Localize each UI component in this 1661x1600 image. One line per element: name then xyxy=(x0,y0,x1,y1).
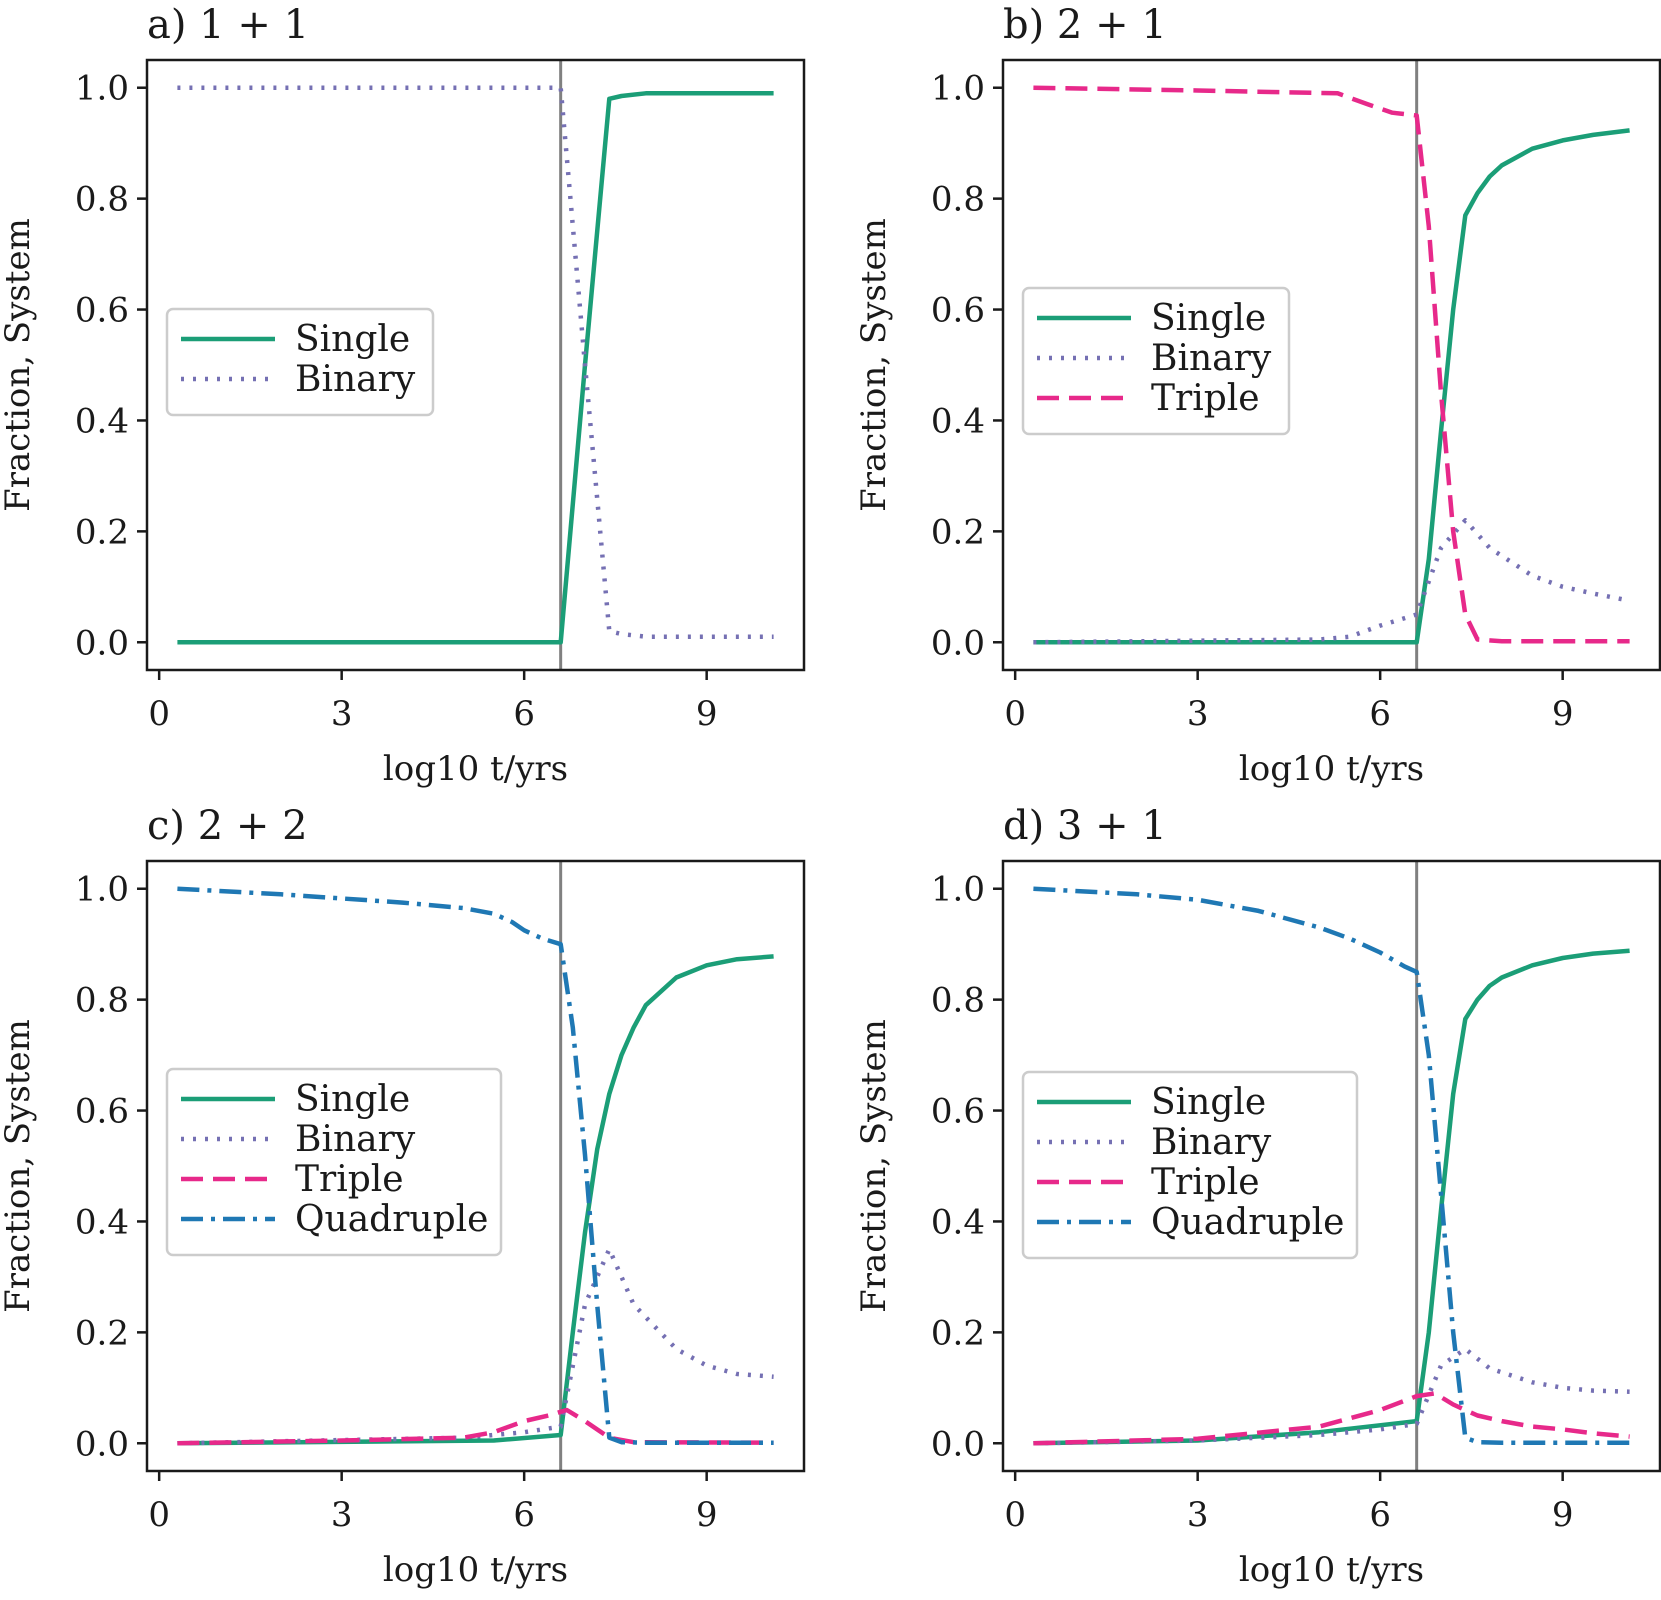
series-line-quadruple xyxy=(177,886,774,1445)
x-tick-label: 0 xyxy=(148,1495,170,1535)
x-tick-label: 3 xyxy=(331,1495,353,1535)
panel-1: 0 3 6 9 0.0 0.2 0.4 0.6 0.8 1.0 log10 t/yrs Fractio… xyxy=(0,2,806,789)
x-tick-label: 0 xyxy=(1004,1495,1026,1535)
legend-label-single: Single xyxy=(1151,298,1266,339)
x-tick-label: 0 xyxy=(1004,694,1026,734)
panel-4: 0 3 6 9 0.0 0.2 0.4 0.6 0.8 1.0 log10 t/yrs Fractio… xyxy=(854,803,1661,1590)
series-line-binary xyxy=(177,1246,774,1446)
legend-frame xyxy=(165,307,435,417)
legend-label-triple: Triple xyxy=(295,1159,404,1200)
series-line-single xyxy=(177,954,774,1446)
y-axis-label: Fraction, System xyxy=(854,1019,894,1313)
y-axis-label: Fraction, System xyxy=(0,1019,38,1313)
legend-frame xyxy=(165,1067,503,1257)
legend-label-binary: Binary xyxy=(1151,1122,1272,1163)
x-tick-label: 0 xyxy=(148,694,170,734)
y-tick-label: 0.2 xyxy=(931,1313,985,1353)
y-tick-label: 0.0 xyxy=(75,1424,129,1464)
panel-title: a) 1 + 1 xyxy=(147,2,309,48)
plot-frame xyxy=(145,859,806,1473)
series-line-binary xyxy=(1033,1346,1630,1446)
y-tick-label: 0.0 xyxy=(75,623,129,663)
y-tick-label: 0.8 xyxy=(75,981,129,1021)
legend-label-single: Single xyxy=(1151,1082,1266,1123)
y-tick-label: 0.6 xyxy=(75,1092,129,1132)
x-axis-label: log10 t/yrs xyxy=(1239,1550,1424,1590)
legend-label-quadruple: Quadruple xyxy=(295,1199,488,1240)
x-axis-label: log10 t/yrs xyxy=(1239,749,1424,789)
legend-label-binary: Binary xyxy=(295,359,416,400)
x-tick-label: 9 xyxy=(696,694,718,734)
legend-label-triple: Triple xyxy=(1151,378,1260,419)
panel-title: d) 3 + 1 xyxy=(1003,803,1167,849)
legend-label-triple: Triple xyxy=(1151,1162,1260,1203)
y-axis-label: Fraction, System xyxy=(854,218,894,512)
panel-title: b) 2 + 1 xyxy=(1003,2,1167,48)
y-tick-label: 1.0 xyxy=(931,870,985,910)
x-tick-label: 3 xyxy=(1187,1495,1209,1535)
legend-frame xyxy=(1021,1070,1359,1260)
y-tick-label: 0.4 xyxy=(931,1202,985,1242)
series-line-triple xyxy=(1033,1391,1630,1446)
legend-label-single: Single xyxy=(295,1079,410,1120)
series-line-triple xyxy=(1033,85,1630,644)
y-tick-label: 0.6 xyxy=(931,291,985,331)
x-tick-label: 3 xyxy=(331,694,353,734)
x-tick-label: 6 xyxy=(1369,1495,1391,1535)
legend-label-single: Single xyxy=(295,319,410,360)
y-tick-label: 0.0 xyxy=(931,623,985,663)
y-tick-label: 1.0 xyxy=(75,870,129,910)
y-tick-label: 0.2 xyxy=(931,512,985,552)
panel-title: c) 2 + 2 xyxy=(147,803,308,849)
series-line-binary xyxy=(1033,518,1631,645)
y-tick-label: 0.2 xyxy=(75,512,129,552)
plot-frame xyxy=(145,58,806,672)
y-tick-label: 0.4 xyxy=(75,401,129,441)
y-tick-label: 1.0 xyxy=(75,69,129,109)
x-tick-label: 9 xyxy=(1552,1495,1574,1535)
x-tick-label: 9 xyxy=(1552,694,1574,734)
series-line-single xyxy=(177,91,774,645)
y-axis-label: Fraction, System xyxy=(0,218,38,512)
y-tick-label: 0.6 xyxy=(75,291,129,331)
x-axis-label: log10 t/yrs xyxy=(383,1550,568,1590)
y-tick-label: 0.8 xyxy=(75,180,129,220)
x-tick-label: 6 xyxy=(513,694,535,734)
legend-label-quadruple: Quadruple xyxy=(1151,1202,1344,1243)
x-tick-label: 9 xyxy=(696,1495,718,1535)
y-tick-label: 0.8 xyxy=(931,180,985,220)
series-line-quadruple xyxy=(1033,886,1630,1445)
y-tick-label: 0.8 xyxy=(931,981,985,1021)
x-tick-label: 3 xyxy=(1187,694,1209,734)
panel-2: 0 3 6 9 0.0 0.2 0.4 0.6 0.8 1.0 log10 t/yrs Fractio… xyxy=(854,2,1661,789)
legend-label-binary: Binary xyxy=(1151,338,1272,379)
x-tick-label: 6 xyxy=(513,1495,535,1535)
plot-frame xyxy=(1001,859,1661,1473)
y-tick-label: 0.0 xyxy=(931,1424,985,1464)
y-tick-label: 0.6 xyxy=(931,1092,985,1132)
plot-frame xyxy=(1001,58,1661,672)
y-tick-label: 0.2 xyxy=(75,1313,129,1353)
series-line-triple xyxy=(177,1407,774,1446)
y-tick-label: 1.0 xyxy=(931,69,985,109)
panel-3: 0 3 6 9 0.0 0.2 0.4 0.6 0.8 1.0 log10 t/yrs Fractio… xyxy=(0,803,806,1590)
x-axis-label: log10 t/yrs xyxy=(383,749,568,789)
y-tick-label: 0.4 xyxy=(931,401,985,441)
series-line-single xyxy=(1033,128,1630,645)
series-line-single xyxy=(1033,948,1630,1446)
y-tick-label: 0.4 xyxy=(75,1202,129,1242)
legend-label-binary: Binary xyxy=(295,1119,416,1160)
x-tick-label: 6 xyxy=(1369,694,1391,734)
